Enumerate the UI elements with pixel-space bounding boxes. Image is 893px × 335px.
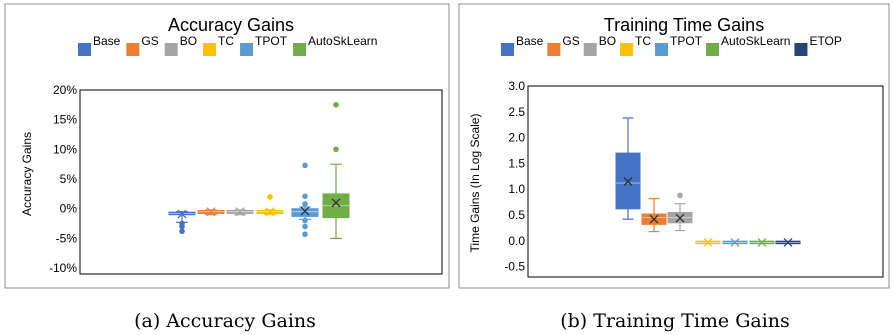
accuracy-gains-chart: Accuracy Gains Base GS BO TC TPOT AutoSkLearn… <box>4 3 450 289</box>
outlier-point <box>302 217 308 224</box>
outlier-point <box>179 228 185 235</box>
legend-label-base: Base <box>93 34 121 48</box>
outlier-point <box>333 146 339 153</box>
plot-area: 3.0 2.5 2.0 1.5 1.0 0.5 0.0 -0.5 <box>504 79 884 278</box>
box-autosklearn <box>322 102 350 239</box>
y-tick-label: 0.5 <box>508 208 525 222</box>
mean-marker <box>235 207 245 217</box>
legend-label-gs: GS <box>562 34 579 48</box>
caption-a: (a) Accuracy Gains <box>134 310 316 332</box>
mean-marker <box>783 237 793 247</box>
box-tc <box>695 237 721 247</box>
legend-swatch-gs <box>547 43 561 56</box>
legend-swatch-bo <box>164 43 178 56</box>
chart-title: Training Time Gains <box>604 15 764 35</box>
y-tick-label: 10% <box>53 142 77 156</box>
box-autosklearn <box>749 237 775 247</box>
mean-marker <box>623 177 633 186</box>
mean-marker <box>265 207 275 217</box>
legend-label-base: Base <box>516 34 544 48</box>
box-gs <box>641 197 667 233</box>
box-etop <box>775 237 801 247</box>
chart-title: Accuracy Gains <box>168 15 294 35</box>
outlier-point <box>302 162 308 169</box>
plot-frame <box>527 85 884 278</box>
legend-label-tpot: TPOT <box>670 34 703 48</box>
outlier-point <box>302 231 308 238</box>
outlier-point <box>302 193 308 200</box>
mean-marker <box>206 207 216 217</box>
legend-label-autosklearn: AutoSkLearn <box>308 34 377 48</box>
box-tc <box>256 194 284 217</box>
legend-swatch-base <box>501 43 514 56</box>
y-tick-label: 1.0 <box>508 182 525 196</box>
legend-swatch-tpot <box>240 43 254 56</box>
outlier-point <box>267 194 273 200</box>
outlier-point <box>333 102 339 108</box>
legend-label-etop: ETOP <box>809 34 841 48</box>
y-tick-label: 0.0 <box>508 234 525 248</box>
box-body <box>291 208 319 217</box>
y-tick-label: -0.5 <box>504 260 525 274</box>
box-tpot <box>722 237 748 247</box>
mean-marker <box>675 213 685 223</box>
mean-marker <box>757 237 767 247</box>
y-tick-label: 3.0 <box>508 79 525 93</box>
box-bo <box>226 207 254 217</box>
legend-swatch-tc <box>620 43 634 56</box>
legend-label-bo: BO <box>180 34 197 48</box>
legend-swatch-gs <box>126 43 140 56</box>
legend-swatch-autosklearn <box>706 43 720 56</box>
box-gs <box>197 207 225 217</box>
y-tick-label: 2.5 <box>508 105 525 119</box>
box-base <box>168 209 196 235</box>
plot-frame <box>79 89 443 275</box>
legend-swatch-bo <box>583 43 597 56</box>
legend: Base GS BO TC TPOT AutoSkLearn <box>78 34 377 56</box>
y-tick-label: -5% <box>56 231 78 245</box>
y-tick-label: 1.5 <box>508 156 525 170</box>
outlier-point <box>179 223 185 230</box>
outlier-point <box>677 192 683 199</box>
y-tick-label: 2.0 <box>508 131 525 145</box>
plot-area: 20% 15% 10% 5% 0% -5% -10% <box>49 83 443 275</box>
legend-swatch-etop <box>794 43 808 56</box>
legend-label-tc: TC <box>218 34 234 48</box>
legend: Base GS BO TC TPOT AutoSkLearn ETOP <box>501 34 842 56</box>
y-tick-label: 20% <box>53 83 77 97</box>
legend-swatch-tc <box>203 43 217 56</box>
box-tpot <box>291 162 319 238</box>
legend-label-bo: BO <box>599 34 616 48</box>
legend-label-gs: GS <box>141 34 158 48</box>
legend-swatch-tpot <box>655 43 669 56</box>
outlier-point <box>302 201 308 207</box>
mean-marker <box>331 198 341 208</box>
legend-swatch-base <box>78 43 91 56</box>
legend-swatch-autosklearn <box>293 43 307 56</box>
y-tick-label: 5% <box>60 172 78 186</box>
y-tick-label: 0% <box>60 202 78 216</box>
mean-marker <box>177 209 187 219</box>
mean-marker <box>730 237 740 247</box>
y-tick-label: -10% <box>49 261 77 275</box>
box-bo <box>667 192 693 232</box>
y-tick-label: 15% <box>53 113 77 127</box>
legend-label-autosklearn: AutoSkLearn <box>721 34 790 48</box>
outlier-point <box>302 223 308 230</box>
training-time-gains-chart: Training Time Gains Base GS BO TC TPOT AutoSk… <box>458 3 890 289</box>
y-axis-label: Time Gains (In Log Scale) <box>468 114 482 253</box>
legend-label-tc: TC <box>635 34 651 48</box>
mean-marker <box>703 237 713 247</box>
legend-label-tpot: TPOT <box>255 34 288 48</box>
y-axis-label: Accuracy Gains <box>20 132 34 216</box>
caption-b: (b) Training Time Gains <box>560 310 790 332</box>
mean-marker <box>300 206 310 216</box>
mean-marker <box>649 214 659 224</box>
box-base <box>615 117 641 220</box>
